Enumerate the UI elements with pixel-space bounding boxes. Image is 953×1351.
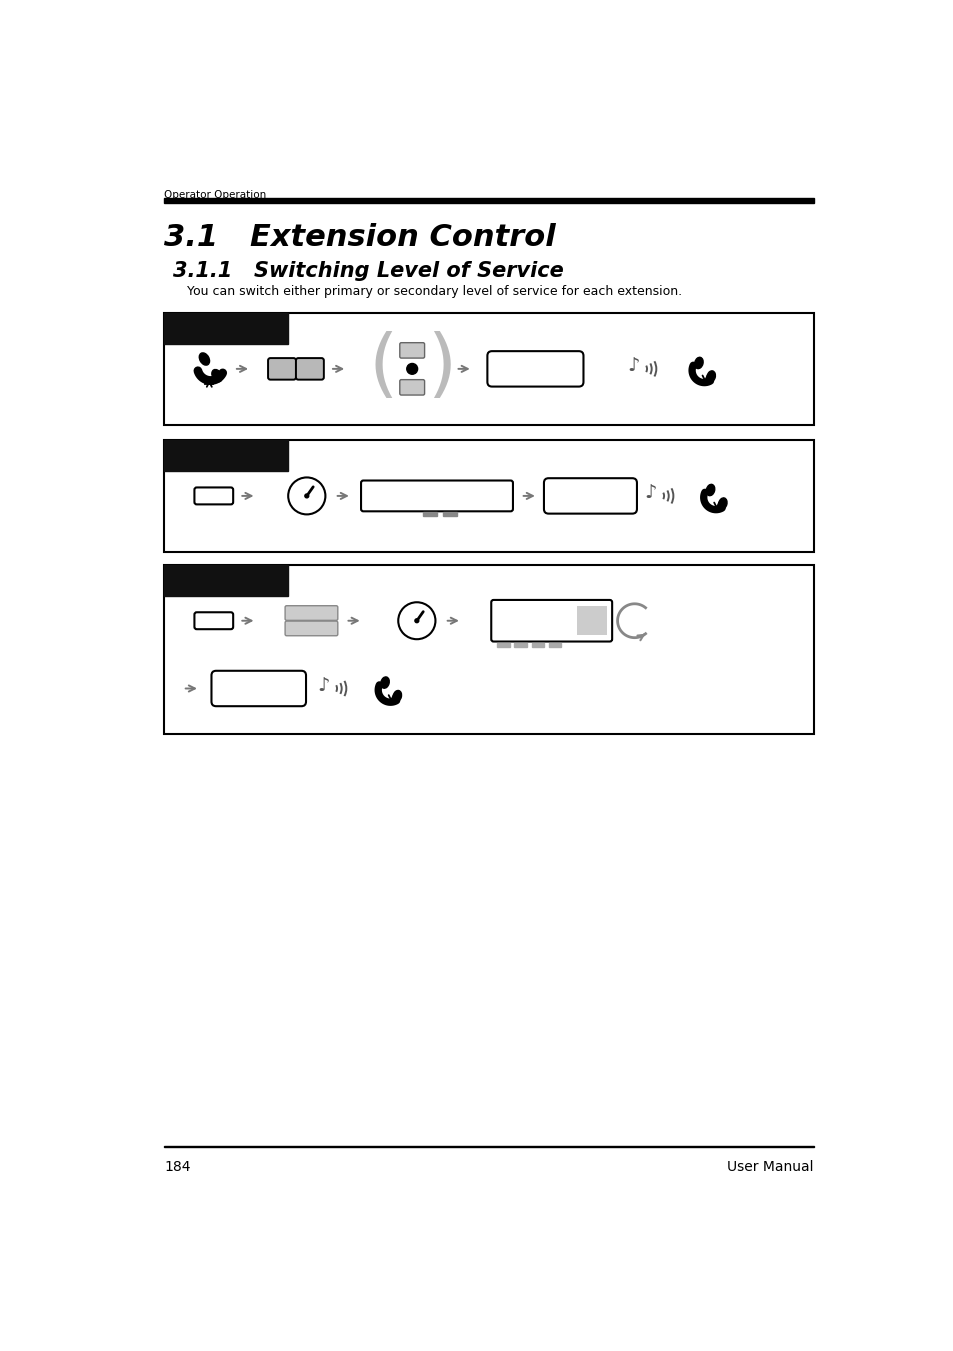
Text: Operator Operation: Operator Operation [164, 190, 266, 200]
FancyBboxPatch shape [295, 358, 323, 380]
Ellipse shape [706, 370, 715, 382]
Bar [164, 199, 813, 203]
FancyBboxPatch shape [399, 343, 424, 358]
Text: ♪: ♪ [627, 357, 639, 376]
Bar [164, 565, 288, 596]
Bar [443, 512, 456, 516]
Text: User Manual: User Manual [726, 1161, 813, 1174]
Text: 184: 184 [164, 1161, 191, 1174]
Circle shape [305, 494, 309, 497]
Circle shape [406, 363, 417, 374]
Ellipse shape [694, 357, 702, 369]
Text: 3.1   Extension Control: 3.1 Extension Control [164, 223, 556, 251]
Bar [164, 440, 288, 471]
FancyBboxPatch shape [194, 488, 233, 504]
Bar [164, 313, 813, 424]
FancyBboxPatch shape [491, 600, 612, 642]
FancyBboxPatch shape [285, 605, 337, 620]
Text: ♪: ♪ [644, 484, 657, 503]
FancyBboxPatch shape [543, 478, 637, 513]
Text: (: ( [368, 331, 397, 404]
Bar [497, 643, 509, 647]
Bar [422, 512, 436, 516]
FancyBboxPatch shape [399, 380, 424, 394]
FancyBboxPatch shape [487, 351, 583, 386]
Bar [164, 440, 813, 551]
Ellipse shape [199, 353, 210, 365]
FancyBboxPatch shape [360, 481, 513, 511]
Text: You can switch either primary or secondary level of service for each extension.: You can switch either primary or seconda… [187, 285, 681, 297]
Ellipse shape [718, 499, 726, 509]
Bar [164, 313, 288, 345]
Text: ♪: ♪ [317, 676, 330, 694]
FancyBboxPatch shape [268, 358, 295, 380]
Ellipse shape [705, 485, 714, 496]
Ellipse shape [393, 690, 401, 701]
Ellipse shape [212, 370, 222, 382]
FancyBboxPatch shape [194, 612, 233, 630]
Ellipse shape [380, 677, 389, 688]
FancyBboxPatch shape [285, 621, 337, 636]
Bar [514, 643, 526, 647]
Bar [164, 565, 813, 734]
FancyBboxPatch shape [212, 671, 306, 707]
Bar [548, 643, 560, 647]
Text: 3.1.1   Switching Level of Service: 3.1.1 Switching Level of Service [173, 262, 563, 281]
Circle shape [415, 619, 418, 623]
Text: ): ) [427, 331, 456, 404]
Bar [531, 643, 543, 647]
Bar [577, 607, 606, 635]
